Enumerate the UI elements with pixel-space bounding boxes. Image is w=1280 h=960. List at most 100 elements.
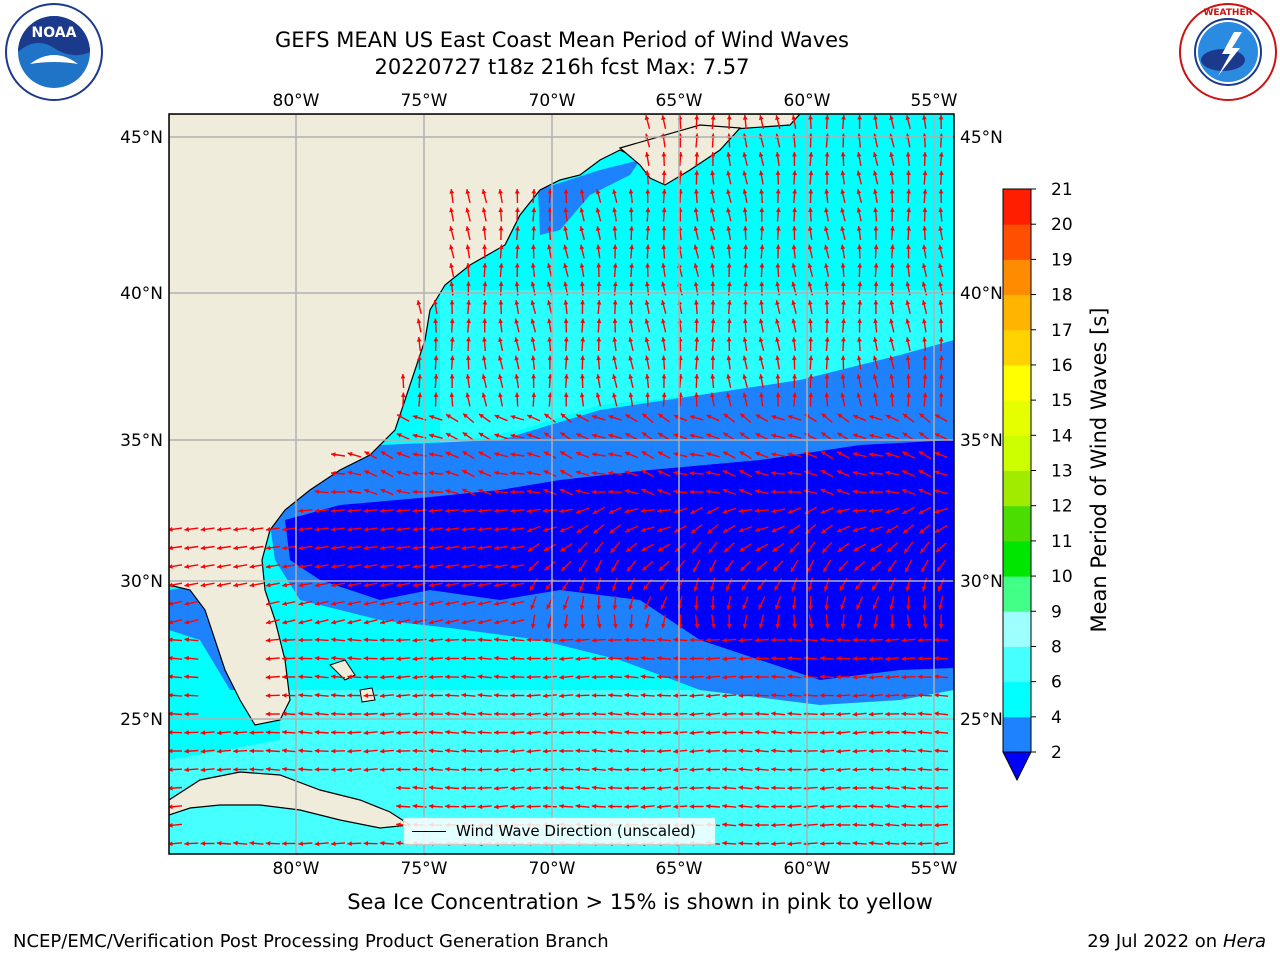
wind-wave-arrowhead	[184, 767, 189, 773]
wind-wave-arrowhead	[331, 526, 336, 532]
wind-wave-arrowhead	[836, 785, 841, 791]
wind-wave-arrowhead	[363, 526, 369, 532]
wind-wave-arrowhead	[853, 433, 858, 438]
wind-wave-arrowhead	[722, 470, 728, 475]
wind-wave-arrowhead	[934, 509, 940, 514]
wind-wave-arrowhead	[184, 841, 189, 846]
wind-wave-arrowhead	[742, 189, 748, 194]
wind-wave-arrowhead	[510, 619, 516, 625]
wind-wave-arrowhead	[596, 355, 601, 361]
wind-wave-arrowhead	[706, 452, 711, 457]
wind-wave-arrowhead	[412, 545, 418, 551]
wind-wave-arrowhead	[347, 508, 352, 514]
wind-wave-arrowhead	[644, 152, 650, 157]
wind-wave-arrowhead	[872, 374, 878, 380]
lon-label-top-80w: 80°W	[273, 91, 320, 111]
wind-wave-arrowhead	[412, 711, 417, 717]
wind-wave-arrowhead	[265, 674, 271, 680]
wind-wave-arrowhead	[661, 170, 667, 175]
wind-wave-arrowhead	[445, 766, 450, 772]
wind-wave-arrowhead	[917, 692, 923, 698]
wind-wave-arrowhead	[771, 729, 776, 735]
wind-wave-arrowhead	[494, 730, 499, 735]
wind-wave-arrowhead	[526, 785, 532, 791]
wind-wave-arrowhead	[465, 244, 471, 250]
wind-wave-arrowhead	[824, 244, 829, 250]
wind-wave-arrowhead	[774, 585, 779, 591]
wind-wave-arrowhead	[314, 564, 320, 569]
wind-wave-arrowhead	[759, 392, 764, 398]
wind-wave-arrowhead	[363, 582, 369, 588]
wind-wave-arrowhead	[429, 601, 434, 606]
wind-wave-arrowhead	[889, 281, 895, 286]
wind-wave-arrowhead	[563, 263, 568, 269]
wind-wave-arrowhead	[266, 601, 271, 606]
wind-wave-arrowhead	[412, 582, 418, 588]
wind-wave-arrowhead	[510, 711, 515, 717]
wind-wave-arrowhead	[836, 711, 841, 717]
wind-wave-arrowhead	[559, 674, 564, 680]
wind-wave-arrowhead	[902, 470, 908, 475]
wind-wave-arrowhead	[477, 545, 483, 551]
wind-wave-arrowhead	[233, 526, 238, 532]
colorbar-tick-label: 11	[1051, 532, 1073, 552]
wind-wave-arrowhead	[775, 170, 781, 175]
wind-wave-arrowhead	[510, 804, 515, 810]
wind-wave-arrowhead	[526, 674, 532, 680]
wind-wave-arrowhead	[888, 585, 894, 591]
wind-wave-arrowhead	[722, 785, 727, 791]
wind-wave-arrowhead	[314, 545, 320, 551]
wind-wave-arrowhead	[477, 785, 483, 791]
wind-wave-arrowhead	[363, 564, 369, 569]
wind-wave-arrowhead	[754, 693, 760, 698]
wind-wave-arrowhead	[612, 318, 618, 323]
wind-wave-arrowhead	[824, 605, 830, 610]
wind-wave-arrowhead	[347, 601, 353, 606]
wind-wave-arrowhead	[396, 748, 401, 754]
wind-wave-arrowhead	[820, 804, 825, 810]
wind-wave-arrowhead	[935, 547, 941, 553]
wind-wave-arrowhead	[314, 508, 320, 514]
wind-wave-arrowhead	[591, 785, 597, 791]
wind-wave-arrowhead	[917, 822, 923, 828]
wind-wave-arrowhead	[560, 451, 566, 456]
wind-wave-arrowhead	[592, 414, 597, 420]
wind-wave-arrowhead	[481, 355, 487, 361]
wind-wave-arrowhead	[855, 585, 860, 591]
wind-wave-arrowhead	[869, 452, 874, 457]
wind-wave-arrowhead	[298, 545, 304, 551]
wind-wave-arrowhead	[808, 189, 814, 194]
wind-wave-arrowhead	[595, 392, 601, 398]
wind-wave-arrowhead	[775, 300, 780, 305]
wind-wave-arrowhead	[265, 564, 271, 569]
wind-wave-arrowhead	[873, 244, 879, 250]
wind-wave-arrowhead	[169, 841, 173, 847]
wind-wave-arrowhead	[788, 509, 793, 514]
wind-wave-arrowhead	[742, 115, 748, 120]
wind-wave-arrowhead	[575, 748, 580, 754]
wind-wave-arrowhead	[595, 226, 601, 231]
land-cuba	[169, 771, 412, 829]
wind-wave-arrowhead	[380, 545, 385, 551]
wind-wave-arrowhead	[740, 413, 745, 419]
wind-wave-arrowhead	[596, 263, 602, 268]
wind-wave-arrowhead	[640, 508, 646, 514]
wind-wave-arrowhead	[787, 767, 792, 772]
wind-wave-arrowhead	[576, 414, 582, 419]
wind-wave-arrowhead	[934, 470, 940, 475]
wind-wave-arrowhead	[661, 623, 666, 629]
wind-wave-arrowhead	[722, 748, 727, 754]
wind-wave-arrowhead	[624, 508, 630, 514]
wind-wave-arrowhead	[673, 748, 678, 754]
wind-wave-arrowhead	[363, 508, 369, 514]
wind-wave-arrowhead	[873, 392, 878, 398]
wind-wave-arrowhead	[526, 656, 531, 661]
wind-wave-arrowhead	[543, 527, 549, 532]
wind-wave-arrowhead	[889, 624, 895, 629]
wind-wave-arrowhead	[416, 318, 422, 324]
wind-wave-arrowhead	[445, 711, 450, 717]
wind-wave-arrowhead	[758, 152, 764, 157]
wind-wave-arrowhead	[886, 528, 892, 533]
wind-wave-arrowhead	[608, 414, 614, 420]
wind-wave-arrowhead	[739, 451, 745, 456]
